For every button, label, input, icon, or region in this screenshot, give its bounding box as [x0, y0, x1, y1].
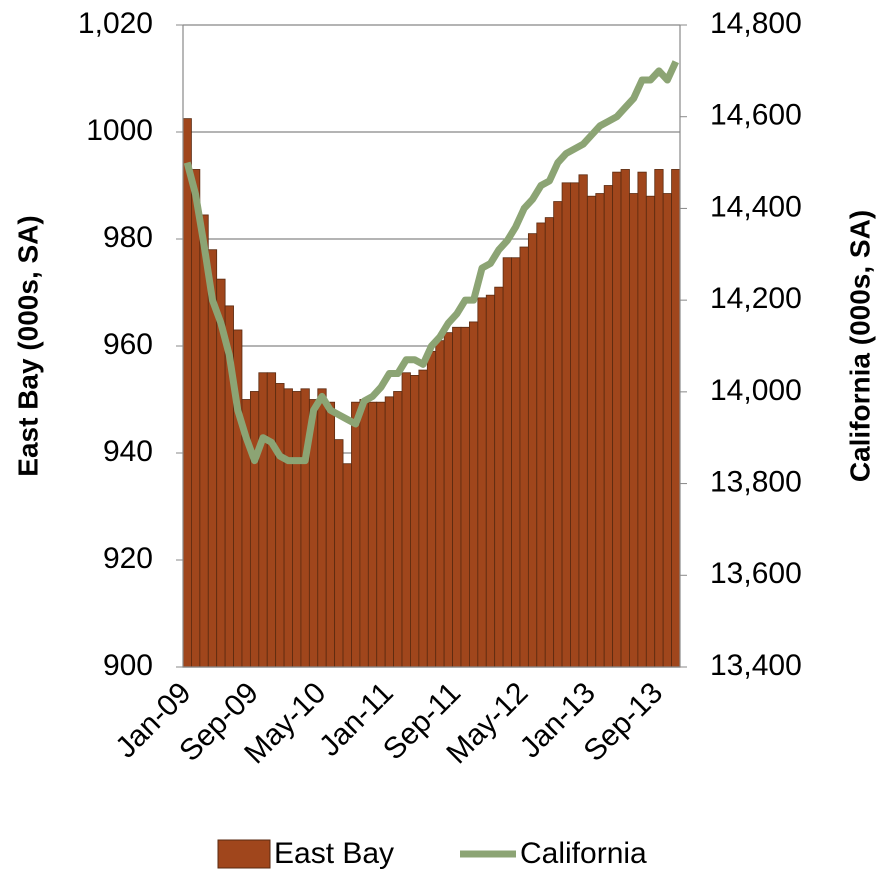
- bar: [283, 388, 293, 668]
- bar: [519, 246, 529, 668]
- bar: [645, 195, 656, 668]
- bar: [410, 375, 420, 668]
- bar: [511, 257, 521, 668]
- bar: [292, 391, 302, 668]
- bar: [258, 372, 268, 668]
- bar: [662, 193, 672, 668]
- bar: [654, 169, 664, 668]
- y-tick-label: 980: [103, 221, 153, 254]
- y-tick-label: 940: [103, 435, 153, 468]
- y2-tick-label: 14,600: [710, 99, 802, 132]
- bar: [376, 401, 386, 668]
- bar: [494, 286, 504, 668]
- bar: [561, 182, 571, 668]
- bar: [342, 463, 352, 668]
- bar: [191, 169, 201, 668]
- bar: [249, 391, 260, 668]
- bar: [544, 217, 555, 668]
- bar: [553, 201, 563, 668]
- bar: [536, 222, 546, 668]
- bar: [612, 171, 622, 668]
- y-tick-label: 960: [103, 328, 153, 361]
- y2-tick-label: 14,000: [710, 374, 802, 407]
- y2-tick-label: 14,200: [710, 282, 802, 315]
- bar: [527, 233, 538, 668]
- bar: [570, 182, 580, 668]
- bar: [325, 401, 336, 668]
- y2-tick-label: 14,400: [710, 190, 802, 223]
- y2-axis-title: California (000s, SA): [844, 210, 875, 482]
- bar: [485, 294, 496, 668]
- bar: [469, 321, 479, 668]
- bar: [477, 297, 487, 668]
- bar: [367, 401, 378, 668]
- bar: [266, 372, 277, 668]
- bar: [359, 399, 369, 668]
- y2-tick-label: 13,400: [710, 649, 802, 682]
- y-tick-label: 1000: [86, 114, 153, 147]
- bar: [182, 118, 192, 668]
- bar: [502, 257, 512, 668]
- y-tick-label: 1,020: [78, 7, 153, 40]
- bar: [317, 388, 327, 668]
- bar: [629, 193, 639, 668]
- y2-tick-label: 13,800: [710, 465, 802, 498]
- y2-tick-label: 13,600: [710, 557, 802, 590]
- y2-tick-label: 14,800: [710, 7, 802, 40]
- legend-label: East Bay: [274, 837, 394, 870]
- bar: [578, 174, 588, 668]
- y-axis-title: East Bay (000s, SA): [12, 215, 43, 476]
- bar: [620, 169, 630, 668]
- bar: [460, 326, 470, 668]
- bar: [671, 169, 681, 668]
- bar: [586, 195, 597, 668]
- bar: [351, 401, 361, 668]
- bar: [401, 372, 411, 668]
- line: [183, 60, 679, 465]
- bar: [426, 350, 437, 668]
- bar: [334, 439, 344, 668]
- bar: [384, 396, 394, 668]
- y-tick-label: 920: [103, 542, 153, 575]
- bar: [443, 332, 453, 668]
- legend-label: California: [520, 837, 647, 870]
- y-tick-label: 900: [103, 649, 153, 682]
- bar: [595, 193, 605, 668]
- bar: [418, 369, 428, 668]
- bar: [393, 391, 403, 668]
- bar: [637, 171, 647, 668]
- bar: [603, 185, 614, 668]
- bar: [275, 383, 285, 668]
- legend-swatch: [217, 839, 271, 869]
- bar: [452, 326, 462, 668]
- bar: [435, 340, 445, 668]
